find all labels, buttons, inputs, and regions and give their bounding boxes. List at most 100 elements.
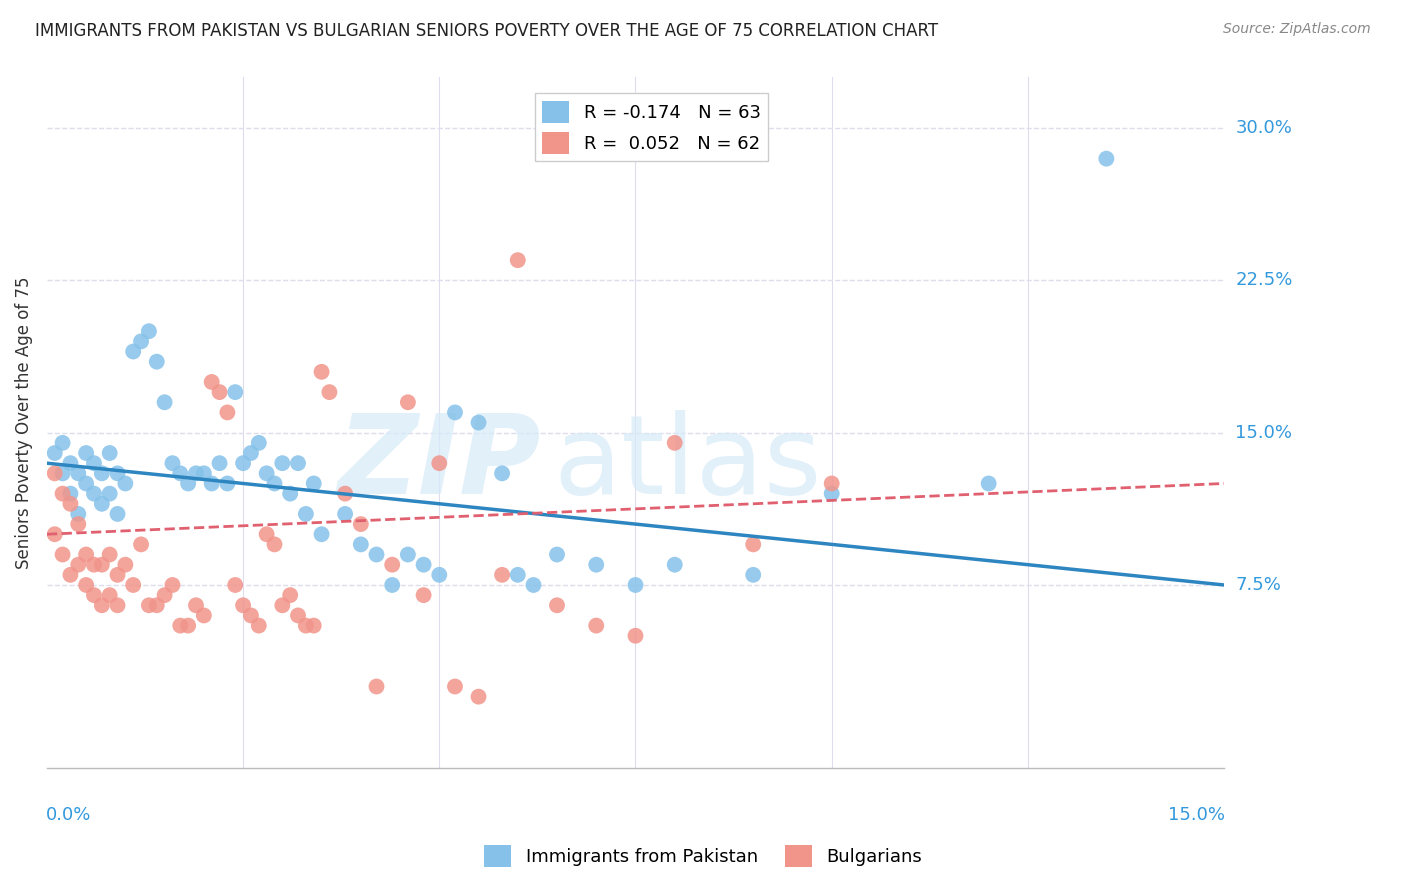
Point <box>287 456 309 470</box>
Point <box>44 446 66 460</box>
Point <box>821 486 844 500</box>
Point <box>546 599 568 613</box>
Point <box>122 578 145 592</box>
Point <box>302 476 325 491</box>
Point <box>427 567 450 582</box>
Text: 22.5%: 22.5% <box>1236 271 1292 290</box>
Point <box>506 567 529 582</box>
Point <box>138 324 160 338</box>
Point <box>67 467 90 481</box>
Point <box>75 476 97 491</box>
Point <box>90 558 112 572</box>
Point <box>232 599 254 613</box>
Point <box>107 567 129 582</box>
Point <box>427 456 450 470</box>
Point <box>287 608 309 623</box>
Text: IMMIGRANTS FROM PAKISTAN VS BULGARIAN SENIORS POVERTY OVER THE AGE OF 75 CORRELA: IMMIGRANTS FROM PAKISTAN VS BULGARIAN SE… <box>35 22 938 40</box>
Text: 15.0%: 15.0% <box>1168 805 1225 823</box>
Point <box>129 537 152 551</box>
Point <box>217 405 239 419</box>
Point <box>271 456 294 470</box>
Point <box>295 618 318 632</box>
Point <box>52 548 75 562</box>
Point <box>396 548 419 562</box>
Y-axis label: Seniors Poverty Over the Age of 75: Seniors Poverty Over the Age of 75 <box>15 277 32 569</box>
Point <box>263 537 285 551</box>
Point <box>98 486 121 500</box>
Text: ZIP: ZIP <box>337 410 541 517</box>
Point <box>350 537 373 551</box>
Point <box>98 588 121 602</box>
Point <box>396 395 419 409</box>
Point <box>107 467 129 481</box>
Text: 30.0%: 30.0% <box>1236 120 1292 137</box>
Point <box>83 486 105 500</box>
Point <box>184 467 207 481</box>
Point <box>75 548 97 562</box>
Point <box>522 578 544 592</box>
Point <box>311 365 333 379</box>
Point <box>145 599 167 613</box>
Text: 0.0%: 0.0% <box>46 805 91 823</box>
Point <box>208 385 231 400</box>
Point <box>1095 152 1118 166</box>
Point <box>491 567 513 582</box>
Point <box>224 578 246 592</box>
Point <box>201 476 224 491</box>
Point <box>821 476 844 491</box>
Point <box>59 497 82 511</box>
Point <box>239 446 262 460</box>
Point <box>75 446 97 460</box>
Point <box>624 578 647 592</box>
Point <box>624 629 647 643</box>
Point <box>44 527 66 541</box>
Point <box>247 435 270 450</box>
Point <box>114 558 136 572</box>
Point <box>491 467 513 481</box>
Point <box>114 476 136 491</box>
Point <box>193 467 215 481</box>
Point <box>664 558 686 572</box>
Text: 7.5%: 7.5% <box>1236 576 1281 594</box>
Point <box>107 507 129 521</box>
Point <box>311 527 333 541</box>
Point <box>177 618 200 632</box>
Point <box>67 507 90 521</box>
Point <box>59 567 82 582</box>
Point <box>295 507 318 521</box>
Point <box>90 467 112 481</box>
Point <box>263 476 285 491</box>
Legend: R = -0.174   N = 63, R =  0.052   N = 62: R = -0.174 N = 63, R = 0.052 N = 62 <box>534 94 768 161</box>
Point <box>412 588 434 602</box>
Point <box>184 599 207 613</box>
Point <box>90 599 112 613</box>
Point <box>44 467 66 481</box>
Point <box>162 456 184 470</box>
Point <box>412 558 434 572</box>
Point <box>467 416 489 430</box>
Point <box>52 467 75 481</box>
Point <box>467 690 489 704</box>
Point <box>98 446 121 460</box>
Point <box>278 588 301 602</box>
Point <box>742 567 765 582</box>
Point <box>153 395 176 409</box>
Point <box>169 467 191 481</box>
Point <box>224 385 246 400</box>
Point <box>366 548 388 562</box>
Point <box>381 558 404 572</box>
Point <box>444 680 467 694</box>
Text: 15.0%: 15.0% <box>1236 424 1292 442</box>
Point <box>247 618 270 632</box>
Point <box>444 405 467 419</box>
Point <box>318 385 340 400</box>
Point <box>278 486 301 500</box>
Text: Source: ZipAtlas.com: Source: ZipAtlas.com <box>1223 22 1371 37</box>
Point <box>506 253 529 268</box>
Point <box>217 476 239 491</box>
Point <box>201 375 224 389</box>
Point <box>145 354 167 368</box>
Text: atlas: atlas <box>553 410 821 517</box>
Point <box>83 558 105 572</box>
Point <box>208 456 231 470</box>
